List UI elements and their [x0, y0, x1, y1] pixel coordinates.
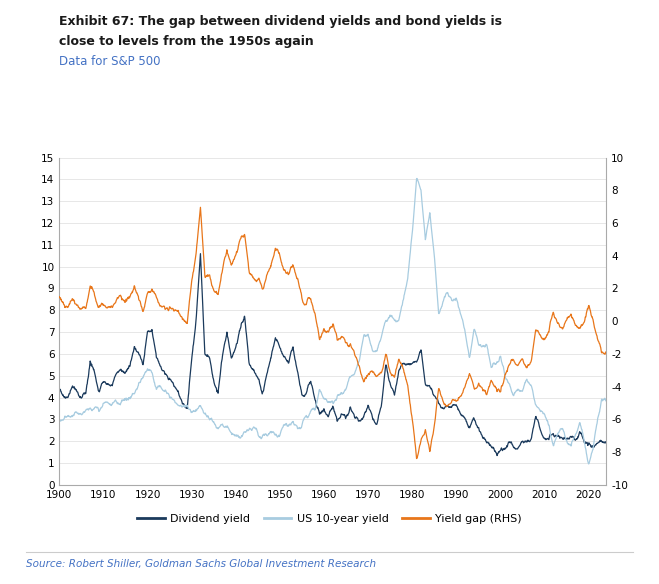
Dividend yield [214, 387, 221, 394]
Text: Data for S&P 500: Data for S&P 500 [59, 55, 161, 68]
Text: Source: Robert Shiller, Goldman Sachs Global Investment Research: Source: Robert Shiller, Goldman Sachs Gl… [26, 559, 376, 569]
US 10-year yield [469, 331, 477, 338]
US 10-year yield [602, 397, 610, 404]
Dividend yield [530, 421, 538, 428]
Dividend yield [164, 374, 172, 381]
Line: Yield gap (RHS): Yield gap (RHS) [59, 207, 606, 458]
US 10-year yield [585, 460, 592, 467]
Yield gap (RHS) [263, 271, 271, 278]
Yield gap (RHS) [154, 296, 161, 303]
Yield gap (RHS) [214, 290, 221, 297]
US 10-year yield [213, 425, 221, 432]
Dividend yield [154, 355, 161, 362]
Legend: Dividend yield, US 10-year yield, Yield gap (RHS): Dividend yield, US 10-year yield, Yield … [132, 510, 527, 529]
Yield gap (RHS) [470, 382, 478, 389]
Yield gap (RHS) [530, 337, 538, 344]
Yield gap (RHS) [55, 293, 63, 300]
US 10-year yield [164, 390, 172, 397]
Yield gap (RHS) [196, 204, 204, 211]
US 10-year yield [154, 384, 161, 391]
Text: close to levels from the 1950s again: close to levels from the 1950s again [59, 35, 314, 48]
Dividend yield [493, 452, 501, 459]
US 10-year yield [55, 418, 63, 425]
US 10-year yield [413, 175, 421, 182]
Yield gap (RHS) [602, 349, 610, 356]
Dividend yield [602, 439, 610, 446]
Yield gap (RHS) [164, 306, 172, 313]
Line: Dividend yield: Dividend yield [59, 253, 606, 456]
US 10-year yield [263, 432, 271, 439]
Dividend yield [263, 370, 271, 377]
Line: US 10-year yield: US 10-year yield [59, 179, 606, 464]
Dividend yield [55, 385, 63, 392]
Yield gap (RHS) [413, 455, 420, 462]
Text: Exhibit 67: The gap between dividend yields and bond yields is: Exhibit 67: The gap between dividend yie… [59, 15, 502, 27]
Dividend yield [469, 415, 477, 422]
US 10-year yield [530, 394, 538, 401]
Dividend yield [196, 250, 204, 257]
